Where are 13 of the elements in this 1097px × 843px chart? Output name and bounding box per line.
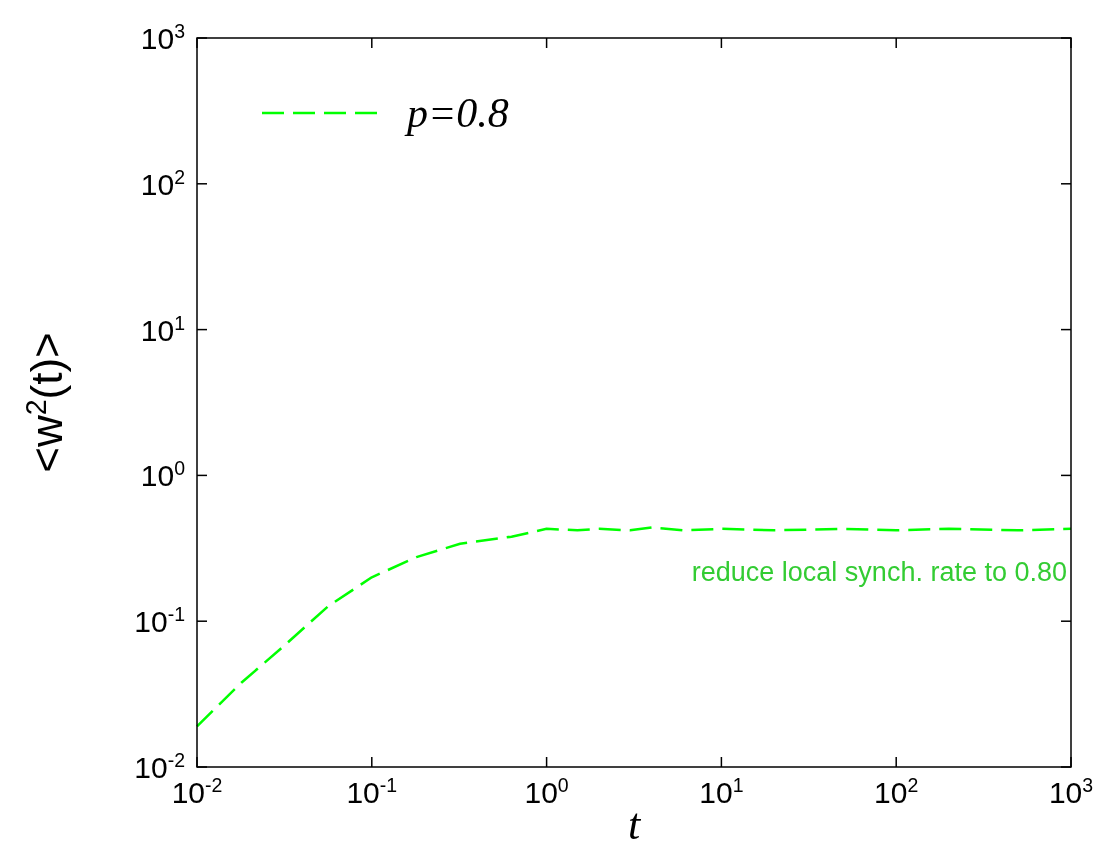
- legend-label: p=0.8: [404, 90, 509, 136]
- x-tick-label: 10$^{-1}$: [346, 774, 398, 809]
- y-tick-label: 10$^{3}$: [140, 20, 185, 55]
- x-axis-title: t: [627, 800, 642, 843]
- annotation: reduce local synch. rate to 0.80: [691, 556, 1067, 587]
- y-tick-label: 10$^{2}$: [140, 165, 185, 201]
- x-tick-label: 10$^{3}$: [1048, 774, 1094, 809]
- y-tick-label: 10$^{-1}$: [134, 603, 185, 639]
- x-tick-label: 10$^{1}$: [699, 774, 744, 809]
- x-tick-label: 10$^{2}$: [874, 774, 919, 809]
- y-tick-label: 10$^{0}$: [140, 457, 186, 493]
- y-tick-label: 10$^{1}$: [140, 311, 185, 347]
- x-tick-label: 10$^{0}$: [524, 774, 569, 809]
